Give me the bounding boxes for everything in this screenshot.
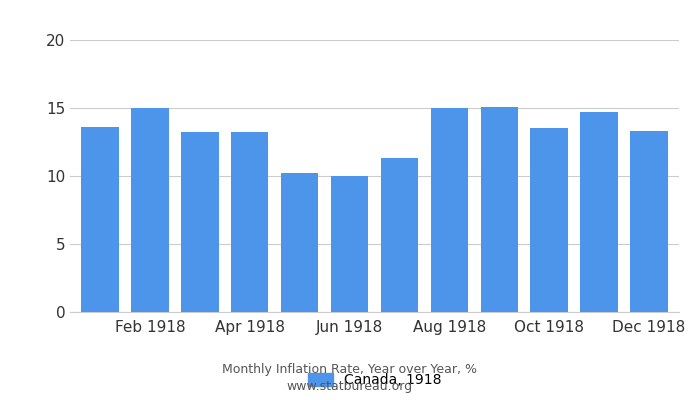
Bar bbox=[580, 112, 618, 312]
Bar bbox=[430, 108, 468, 312]
Bar bbox=[481, 107, 518, 312]
Legend: Canada, 1918: Canada, 1918 bbox=[308, 373, 441, 387]
Bar bbox=[81, 127, 119, 312]
Bar bbox=[131, 108, 169, 312]
Bar bbox=[531, 128, 568, 312]
Bar bbox=[281, 173, 318, 312]
Bar bbox=[630, 131, 668, 312]
Text: Monthly Inflation Rate, Year over Year, %: Monthly Inflation Rate, Year over Year, … bbox=[223, 364, 477, 376]
Bar bbox=[381, 158, 418, 312]
Bar bbox=[331, 176, 368, 312]
Bar bbox=[231, 132, 268, 312]
Text: www.statbureau.org: www.statbureau.org bbox=[287, 380, 413, 393]
Bar bbox=[181, 132, 218, 312]
